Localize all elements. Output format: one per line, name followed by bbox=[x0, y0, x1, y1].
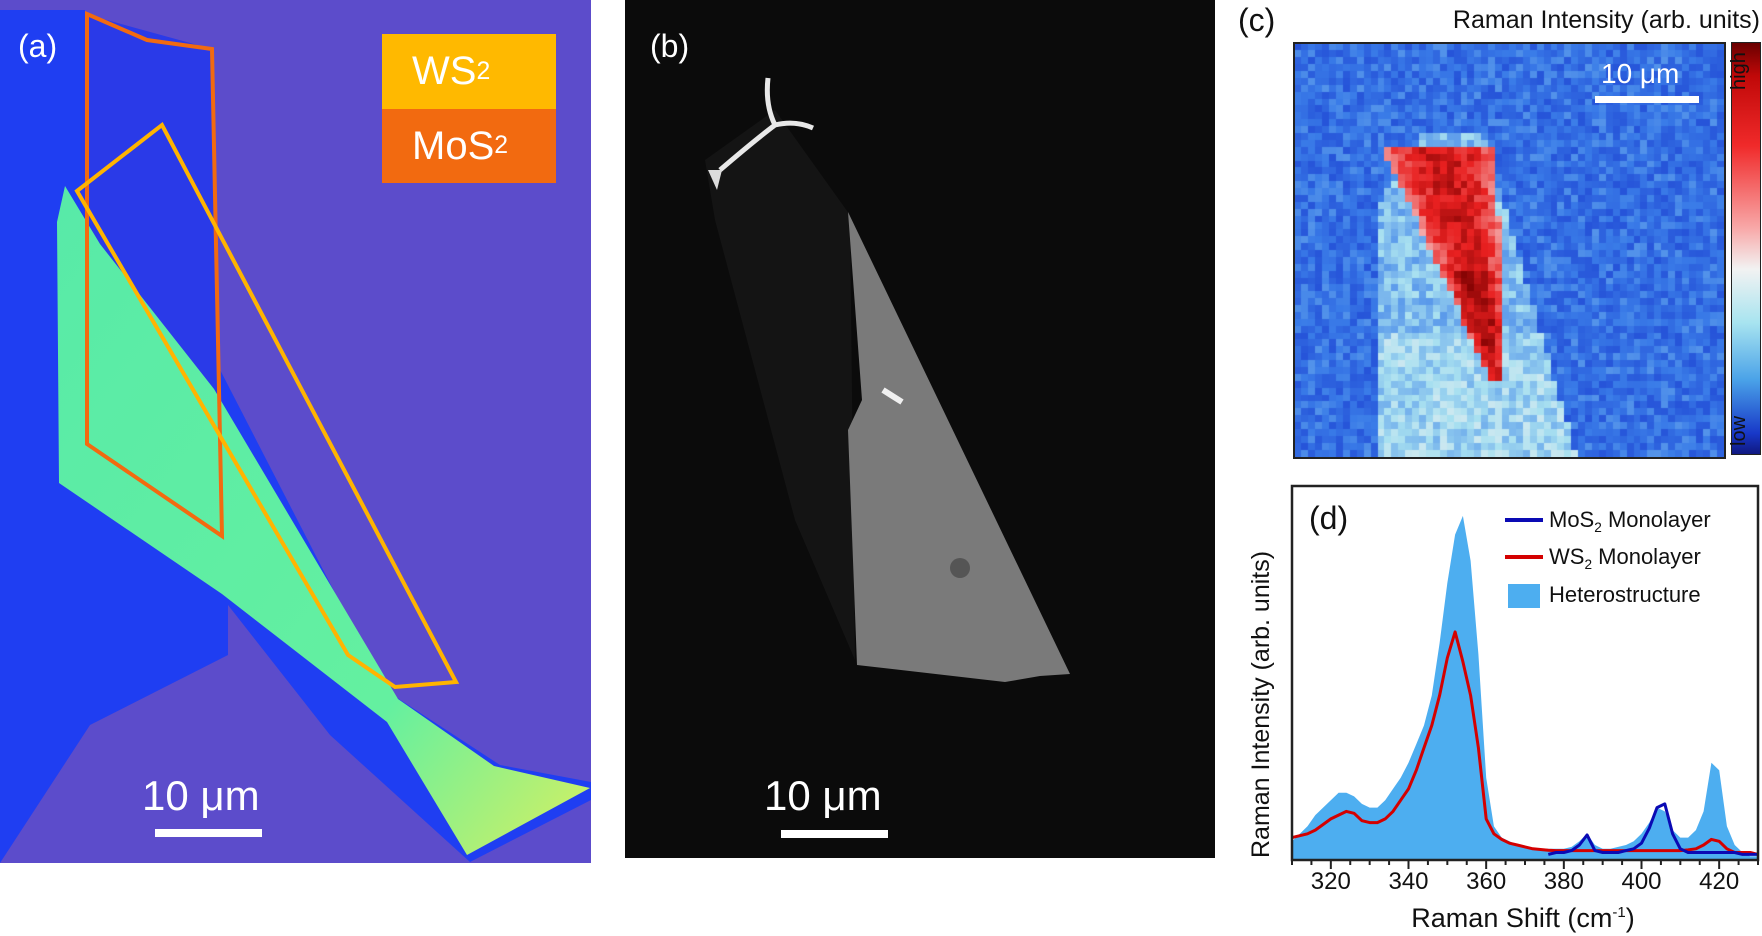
x-axis-label: Raman Shift (cm-1) bbox=[1411, 903, 1634, 934]
x-axis-label-sup: -1 bbox=[1612, 904, 1626, 921]
dark-spot bbox=[950, 558, 970, 578]
fluorescence-micrograph bbox=[705, 77, 1070, 682]
bright-streak bbox=[881, 387, 904, 405]
x-tick-label: 400 bbox=[1621, 868, 1662, 895]
legend-ws2-sub: 2 bbox=[1584, 556, 1593, 572]
legend-ws2-sub: 2 bbox=[476, 57, 491, 85]
legend-ws2-text: WS bbox=[412, 49, 477, 93]
faint-flake-region bbox=[705, 110, 855, 660]
legend-ws2-monolayer: WS2 Monolayer bbox=[1549, 544, 1701, 572]
x-tick-label: 320 bbox=[1310, 868, 1351, 895]
legend-ws2-suffix: Monolayer bbox=[1592, 544, 1701, 569]
x-tick-label: 420 bbox=[1699, 868, 1740, 895]
y-axis-label: Raman Intensity (arb. units) bbox=[1247, 550, 1275, 858]
panel-a-optical-image: (a) WS 2 MoS 2 10 μm bbox=[0, 0, 591, 863]
legend-mos2-sub: 2 bbox=[1594, 519, 1602, 535]
legend-mos2: MoS 2 bbox=[382, 109, 556, 183]
legend-ws2-name: WS bbox=[1549, 544, 1585, 569]
bright-spot bbox=[708, 170, 722, 190]
legend-swatch-heterostructure bbox=[1508, 584, 1540, 608]
colorbar-high-label: high bbox=[1728, 52, 1750, 90]
legend-mos2-sub: 2 bbox=[494, 132, 509, 159]
raman-intensity-map bbox=[1293, 42, 1726, 459]
mos2-monolayer-line bbox=[1547, 802, 1758, 856]
ws2-monolayer-line bbox=[1291, 630, 1759, 856]
panel-b-image: (b) 10 μm bbox=[625, 0, 1215, 858]
panel-a-label: (a) bbox=[18, 28, 58, 64]
flake-green bbox=[57, 186, 590, 855]
mos2-outline bbox=[85, 10, 225, 540]
scale-bar-c bbox=[1595, 96, 1699, 103]
scale-bar-b bbox=[781, 830, 888, 838]
x-tick-label: 360 bbox=[1466, 868, 1507, 895]
legend-mos2-monolayer: MoS2 Monolayer bbox=[1549, 507, 1711, 535]
raman-map-title: Raman Intensity (arb. units) bbox=[1452, 6, 1760, 34]
ws2-outline bbox=[74, 121, 460, 690]
x-axis-label-end: ) bbox=[1625, 903, 1635, 933]
legend-line-mos2 bbox=[1505, 518, 1543, 522]
bright-flake bbox=[848, 212, 1070, 682]
colorbar-low-label: low bbox=[1728, 415, 1750, 446]
x-tick-label: 340 bbox=[1388, 868, 1429, 895]
panel-c-label: (c) bbox=[1238, 2, 1276, 38]
plot-frame bbox=[1290, 484, 1760, 862]
colorbar bbox=[1731, 42, 1761, 455]
legend-mos2-suffix: Monolayer bbox=[1601, 507, 1711, 532]
panel-d-label: (d) bbox=[1309, 500, 1349, 536]
legend-line-ws2 bbox=[1505, 555, 1543, 559]
legend-mos2-name: MoS bbox=[1549, 507, 1595, 532]
scale-bar-label-c: 10 μm bbox=[1601, 58, 1680, 89]
scale-bar-label-b: 10 μm bbox=[764, 772, 882, 819]
legend-heterostructure: Heterostructure bbox=[1549, 582, 1701, 607]
scale-bar-label-a: 10 μm bbox=[142, 772, 260, 819]
scale-bar-a bbox=[155, 829, 262, 837]
legend-ws2: WS 2 bbox=[382, 34, 556, 109]
x-tick-label: 380 bbox=[1543, 868, 1584, 895]
panel-b-label: (b) bbox=[650, 28, 690, 64]
legend-mos2-text: MoS bbox=[412, 123, 495, 168]
x-axis-label-text: Raman Shift (cm bbox=[1411, 903, 1613, 933]
bright-edge-feature bbox=[718, 77, 815, 172]
